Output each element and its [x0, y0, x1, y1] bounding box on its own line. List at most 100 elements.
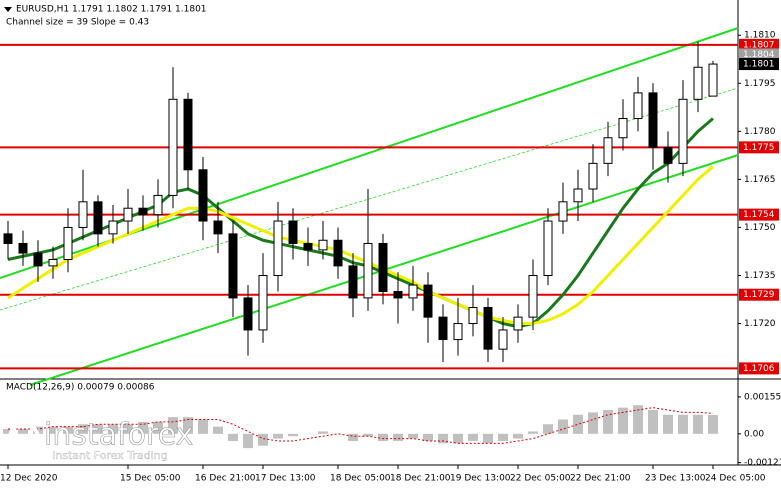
price-box — [739, 141, 779, 154]
candle-body — [108, 220, 118, 235]
candle-body — [618, 118, 628, 139]
price-box — [739, 362, 779, 375]
menu-arrow — [4, 7, 12, 12]
candle-body — [408, 284, 418, 299]
candle-body — [318, 239, 328, 251]
y-tick-label: 1.1750 — [744, 223, 776, 233]
macd-bar — [78, 424, 88, 434]
x-tick-label: 15 Dec 05:00 — [120, 474, 181, 484]
macd-bar — [543, 424, 553, 434]
price-box-label: 1.1801 — [743, 60, 775, 70]
macd-label: MACD(12,26,9) 0.00079 0.00086 — [6, 383, 155, 393]
macd-bar — [573, 414, 583, 434]
candle-body — [498, 329, 508, 350]
candle-body — [258, 274, 268, 331]
price-box-label: 1.1804 — [743, 50, 775, 60]
price-box-label: 1.1754 — [743, 210, 775, 220]
price-box-label: 1.1706 — [743, 364, 775, 374]
candle-body — [303, 242, 313, 251]
y-tick-label: 1.1780 — [744, 127, 776, 137]
watermark: instaforex Instant Forex Trading — [8, 417, 194, 462]
logo — [8, 422, 40, 454]
macd-bar — [108, 424, 118, 434]
x-tick-label: 18 Dec 05:00 — [330, 474, 391, 484]
macd-bar — [288, 433, 298, 437]
candle-body — [48, 258, 58, 267]
channel-middle — [0, 87, 739, 311]
macd-bar — [198, 419, 208, 434]
macd-tick-label: -0.00121 — [744, 458, 781, 468]
candle-body — [288, 220, 298, 244]
macd-bar — [258, 433, 268, 446]
macd-bar — [138, 421, 148, 434]
macd-bar — [3, 429, 13, 434]
macd-bar — [243, 433, 253, 449]
macd-bar — [483, 433, 493, 444]
macd-bar — [588, 412, 598, 434]
candle-body — [63, 226, 73, 260]
symbol-line: EURUSD,H1 1.1791 1.1802 1.1791 1.1801 — [16, 5, 207, 15]
x-tick-label: 22 Dec 05:00 — [510, 474, 571, 484]
macd-bar — [363, 433, 373, 437]
candle-body — [273, 220, 283, 276]
macd-bar — [273, 433, 283, 439]
macd-bar — [468, 433, 478, 441]
candle-body — [543, 220, 553, 276]
x-tick-label: 16 Dec 21:00 — [195, 474, 256, 484]
moving-average — [7, 165, 714, 326]
macd-bar — [678, 414, 688, 434]
macd-bar — [648, 410, 658, 434]
macd-bar — [93, 424, 103, 434]
macd-bar — [708, 415, 718, 434]
candle-body — [588, 162, 598, 190]
macd-bar — [18, 429, 28, 434]
price-box — [739, 58, 779, 71]
y-tick-label: 1.1720 — [744, 319, 776, 329]
y-tick-label: 1.1765 — [744, 175, 776, 185]
macd-tick-label: 0.00 — [744, 429, 764, 439]
candle-body — [183, 98, 193, 171]
price-box — [739, 38, 779, 51]
macd-bar — [228, 433, 238, 441]
x-tick-label: 17 Dec 13:00 — [255, 474, 316, 484]
candle-body — [708, 63, 718, 97]
candle-body — [3, 233, 13, 244]
candle-body — [663, 146, 673, 164]
price-box-label: 1.1729 — [743, 290, 775, 300]
candle-body — [243, 297, 253, 331]
macd-bar — [33, 426, 43, 434]
candle-body — [603, 137, 613, 164]
macd-signal — [8, 407, 714, 444]
candle-body — [333, 239, 343, 267]
price-box — [739, 288, 779, 301]
macd-bar — [63, 426, 73, 434]
macd-bar — [213, 426, 223, 434]
candle-body — [678, 98, 688, 164]
candle-body — [363, 242, 373, 299]
candle-body — [573, 188, 583, 203]
brand: instaforex — [44, 418, 193, 453]
macd-bar — [393, 433, 403, 441]
candle-body — [468, 307, 478, 325]
y-tick-label: 1.1795 — [744, 79, 776, 89]
macd-bar — [423, 433, 433, 441]
macd-bar — [528, 431, 538, 434]
candle-body — [213, 220, 223, 235]
candle-body — [648, 92, 658, 148]
candle-body — [18, 242, 28, 254]
macd-bar — [513, 433, 523, 439]
macd-bar — [693, 414, 703, 434]
macd-bar — [153, 421, 163, 434]
macd-bar — [498, 433, 508, 441]
candle-body — [633, 92, 643, 120]
candle-body — [78, 201, 88, 228]
macd-bar — [168, 417, 178, 434]
macd-bar — [558, 419, 568, 434]
macd-bar — [123, 424, 133, 434]
price-box — [739, 48, 779, 61]
candle-body — [93, 201, 103, 235]
candle-body — [453, 323, 463, 341]
x-tick-label: 22 Dec 21:00 — [570, 474, 631, 484]
candle-body — [483, 307, 493, 350]
candle-body — [393, 291, 403, 299]
